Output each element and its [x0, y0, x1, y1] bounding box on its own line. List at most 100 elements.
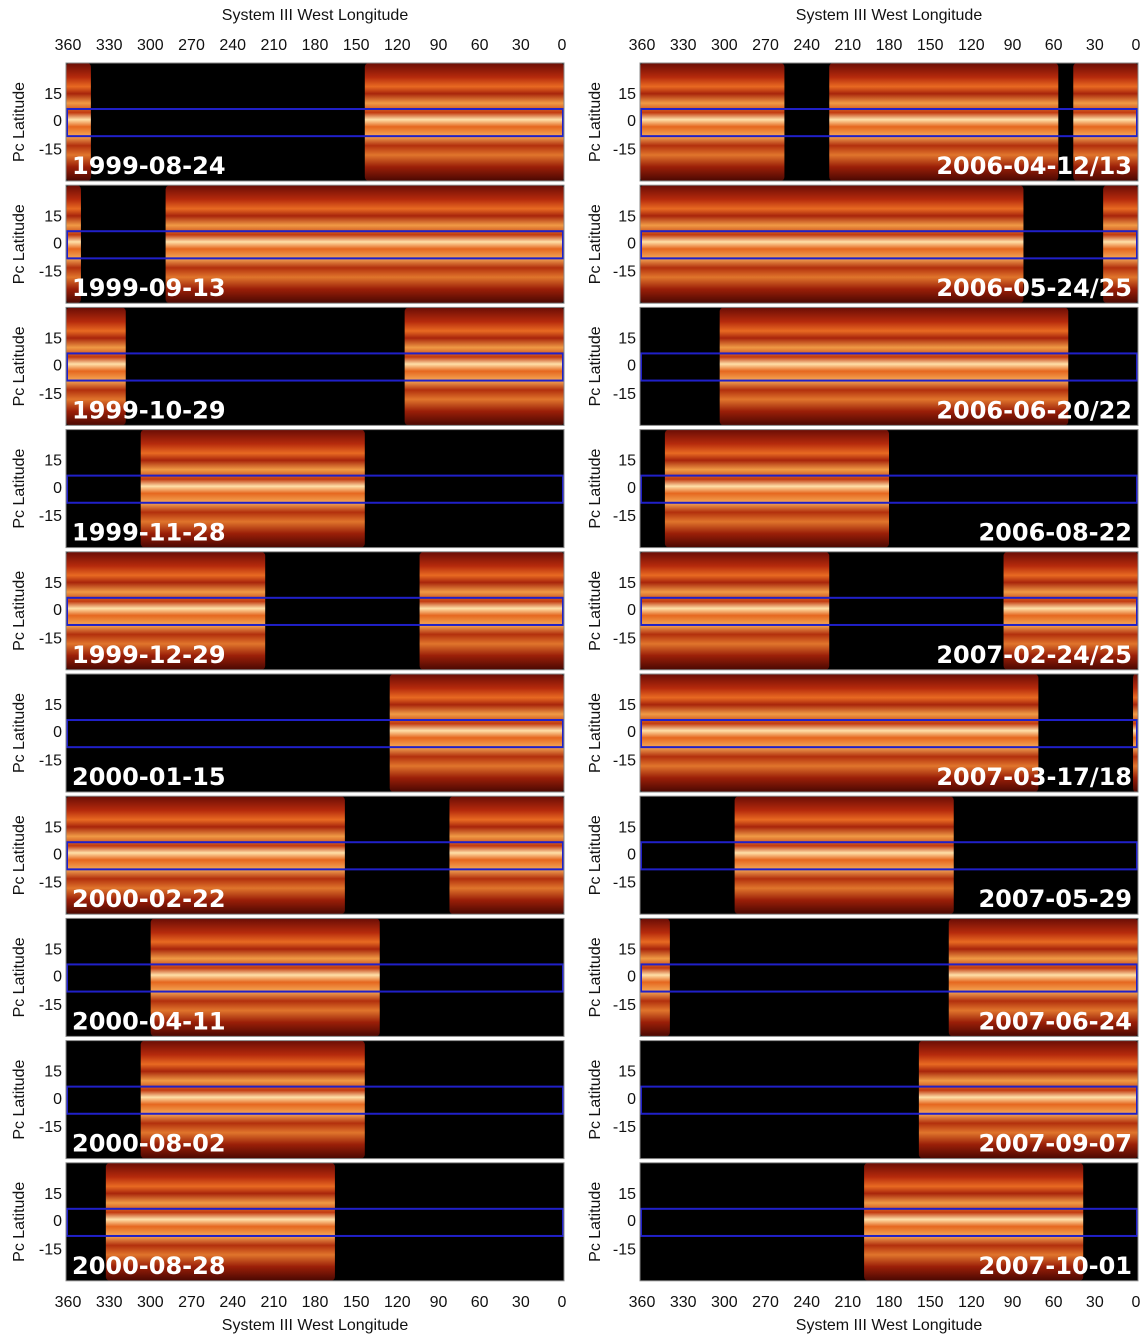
x-tick-label: 90 — [1004, 1294, 1022, 1311]
x-tick-label: 300 — [711, 37, 738, 54]
y-tick-label: 15 — [618, 86, 636, 103]
x-tick-label: 360 — [629, 1294, 656, 1311]
y-tick-label: 15 — [44, 941, 62, 958]
x-tick-label: 60 — [471, 1294, 489, 1311]
x-tick-label: 240 — [793, 37, 820, 54]
y-tick-label: 15 — [44, 453, 62, 470]
y-tick-label: 15 — [618, 1064, 636, 1081]
y-tick-label: 15 — [44, 1064, 62, 1081]
x-tick-label: 270 — [178, 1294, 205, 1311]
panel-date: 2006-04-12/13 — [936, 152, 1132, 180]
x-tick-label: 300 — [137, 37, 164, 54]
x-tick-label: 150 — [343, 1294, 370, 1311]
panel-date: 1999-10-29 — [72, 396, 226, 424]
x-tick-label: 300 — [137, 1294, 164, 1311]
lit-region — [640, 63, 784, 181]
x-tick-label: 300 — [711, 1294, 738, 1311]
y-tick-label: 0 — [53, 724, 62, 741]
y-tick-label: 15 — [44, 575, 62, 592]
y-axis-label: Pc Latitude — [587, 693, 604, 773]
x-tick-label: 270 — [178, 37, 205, 54]
x-tick-label: 120 — [384, 1294, 411, 1311]
panel-date: 2007-10-01 — [978, 1252, 1132, 1280]
y-tick-label: 0 — [627, 235, 636, 252]
y-tick-label: -15 — [39, 875, 62, 892]
y-tick-label: -15 — [39, 997, 62, 1014]
x-tick-label: 210 — [834, 37, 861, 54]
x-tick-label: 330 — [670, 37, 697, 54]
x-tick-label: 0 — [558, 37, 567, 54]
x-tick-label: 210 — [260, 1294, 287, 1311]
y-tick-label: 0 — [53, 358, 62, 375]
x-tick-label: 150 — [917, 1294, 944, 1311]
x-tick-label: 150 — [917, 37, 944, 54]
x-tick-label: 210 — [834, 1294, 861, 1311]
y-tick-label: -15 — [39, 1241, 62, 1258]
panel-date: 1999-11-28 — [72, 519, 226, 547]
x-tick-label: 240 — [219, 1294, 246, 1311]
x-axis-title: System III West Longitude — [222, 7, 409, 24]
lit-region — [449, 796, 564, 914]
y-axis-label: Pc Latitude — [587, 1182, 604, 1262]
y-tick-label: 0 — [627, 969, 636, 986]
x-axis-title: System III West Longitude — [796, 1317, 983, 1334]
figure: System III West Longitude System III West… — [0, 0, 1147, 1341]
y-tick-label: -15 — [39, 386, 62, 403]
y-tick-label: -15 — [613, 386, 636, 403]
y-axis-label: Pc Latitude — [11, 326, 28, 406]
y-tick-label: 0 — [627, 1091, 636, 1108]
x-tick-label: 90 — [430, 1294, 448, 1311]
x-tick-label: 240 — [219, 37, 246, 54]
x-tick-label: 120 — [958, 1294, 985, 1311]
panel-date: 1999-12-29 — [72, 641, 226, 669]
x-tick-label: 330 — [670, 1294, 697, 1311]
x-tick-label: 150 — [343, 37, 370, 54]
y-axis-label: Pc Latitude — [11, 1059, 28, 1139]
x-tick-label: 330 — [96, 1294, 123, 1311]
x-tick-label: 180 — [876, 37, 903, 54]
panel-date: 2006-08-22 — [978, 519, 1132, 547]
lit-region — [640, 918, 670, 1036]
y-tick-label: -15 — [39, 264, 62, 281]
panel-date: 2006-05-24/25 — [936, 274, 1132, 302]
y-tick-label: -15 — [613, 264, 636, 281]
x-axis-title: System III West Longitude — [796, 7, 983, 24]
x-tick-label: 180 — [302, 37, 329, 54]
x-tick-label: 120 — [958, 37, 985, 54]
y-axis-label: Pc Latitude — [11, 82, 28, 162]
panel-date: 2000-04-11 — [72, 1007, 226, 1035]
y-tick-label: 0 — [627, 846, 636, 863]
y-tick-label: 0 — [53, 602, 62, 619]
y-tick-label: 15 — [44, 819, 62, 836]
lit-region — [390, 674, 564, 792]
y-tick-label: -15 — [39, 753, 62, 770]
panel-date: 2007-03-17/18 — [936, 763, 1132, 791]
y-axis-label: Pc Latitude — [11, 204, 28, 284]
y-tick-label: -15 — [613, 508, 636, 525]
x-tick-label: 240 — [793, 1294, 820, 1311]
y-axis-label: Pc Latitude — [587, 571, 604, 651]
y-tick-label: 0 — [53, 1091, 62, 1108]
y-tick-label: -15 — [39, 508, 62, 525]
y-tick-label: 15 — [44, 330, 62, 347]
x-tick-label: 270 — [752, 37, 779, 54]
x-tick-label: 60 — [471, 37, 489, 54]
y-axis-label: Pc Latitude — [11, 693, 28, 773]
y-tick-label: -15 — [613, 1241, 636, 1258]
x-tick-label: 30 — [1086, 37, 1104, 54]
y-tick-label: 15 — [618, 208, 636, 225]
y-tick-label: 15 — [44, 208, 62, 225]
y-tick-label: 15 — [44, 86, 62, 103]
panel-date: 1999-08-24 — [72, 152, 226, 180]
panel-date: 2007-05-29 — [978, 885, 1132, 913]
y-tick-label: 0 — [53, 969, 62, 986]
panel-date: 2006-06-20/22 — [936, 396, 1132, 424]
y-tick-label: 0 — [627, 1213, 636, 1230]
y-tick-label: -15 — [613, 753, 636, 770]
panel-date: 2000-02-22 — [72, 885, 226, 913]
y-axis-label: Pc Latitude — [587, 937, 604, 1017]
y-axis-label: Pc Latitude — [587, 82, 604, 162]
lit-region — [405, 307, 564, 425]
y-axis-label: Pc Latitude — [11, 448, 28, 528]
x-tick-label: 90 — [430, 37, 448, 54]
